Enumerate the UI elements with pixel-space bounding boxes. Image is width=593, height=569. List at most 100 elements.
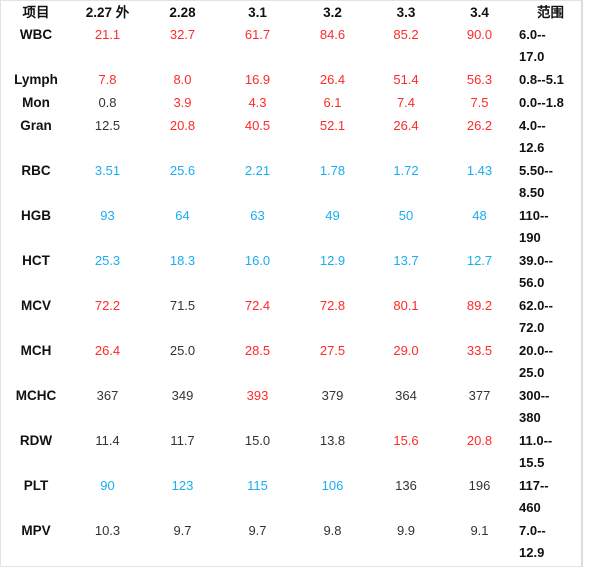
reference-range: 6.0-- 17.0 (517, 24, 584, 69)
reference-range: 0.8--5.1 (517, 69, 584, 92)
reference-range-line: 300-- (519, 388, 550, 403)
result-value: 18.3 (169, 253, 196, 268)
test-name: MCV (21, 298, 51, 313)
result-value: 80.1 (393, 298, 419, 313)
reference-range-line: 190 (519, 230, 541, 245)
result-value: 9.7 (173, 523, 192, 538)
test-name: MCH (20, 343, 52, 358)
result-value: 11.7 (170, 433, 195, 448)
reference-range-line: 17.0 (519, 49, 545, 64)
result-value: 8.0 (173, 72, 192, 87)
table-row: PLT 90 123 115 106 136 196 117-- 460 (2, 475, 584, 520)
reference-range-line: 6.0-- (519, 27, 546, 42)
result-value: 20.8 (466, 433, 493, 448)
result-value: 196 (468, 478, 491, 493)
reference-range-line: 12.9 (519, 545, 545, 560)
test-name: RDW (19, 433, 53, 448)
result-value: 29.0 (393, 343, 419, 358)
table-row: Lymph 7.8 8.0 16.9 26.4 51.4 56.3 0.8--5.1 (2, 69, 584, 92)
result-value: 50 (398, 208, 414, 223)
result-value: 25.3 (94, 253, 121, 268)
reference-range-line: 380 (519, 410, 541, 425)
result-value: 13.8 (319, 433, 346, 448)
result-value: 367 (96, 388, 119, 403)
result-value: 1.78 (319, 163, 346, 178)
table-row: Gran 12.5 20.8 40.5 52.1 26.4 26.2 4.0-- 12.6 (2, 115, 584, 160)
result-value: 10.3 (94, 523, 121, 538)
reference-range: 62.0-- 72.0 (517, 295, 584, 340)
reference-range: 20.0-- 25.0 (517, 340, 584, 385)
result-value: 72.8 (319, 298, 346, 313)
result-value: 2.21 (244, 163, 271, 178)
result-value: 26.4 (393, 118, 419, 133)
result-value: 40.5 (244, 118, 271, 133)
lab-results-table: 项目 2.27 外 2.28 3.1 3.2 3.3 3.4 范围 WBC 21.… (2, 2, 584, 565)
result-value: 25.0 (169, 343, 196, 358)
table-row: HCT 25.3 18.3 16.0 12.9 13.7 12.7 39.0-- 56.0 (2, 250, 584, 295)
reference-range-line: 15.5 (519, 455, 545, 470)
reference-range-line: 0.8--5.1 (519, 72, 564, 87)
result-value: 106 (321, 478, 344, 493)
result-value: 28.5 (244, 343, 271, 358)
result-value: 9.1 (470, 523, 489, 538)
test-name: HCT (22, 253, 50, 268)
test-name: Mon (22, 95, 50, 110)
reference-range-line: 4.0-- (519, 118, 546, 133)
reference-range-line: 72.0 (519, 320, 545, 335)
test-name: WBC (19, 27, 53, 42)
header-date: 2.27 外 (85, 5, 130, 20)
result-value: 48 (472, 208, 487, 223)
reference-range: 4.0-- 12.6 (517, 115, 584, 160)
header-item: 项目 (22, 5, 50, 20)
result-value: 377 (468, 388, 491, 403)
reference-range: 0.0--1.8 (517, 92, 584, 115)
result-value: 25.6 (169, 163, 196, 178)
reference-range-line: 0.0--1.8 (519, 95, 564, 110)
result-value: 4.3 (248, 95, 267, 110)
reference-range: 39.0-- 56.0 (517, 250, 584, 295)
result-value: 379 (321, 388, 344, 403)
result-value: 51.4 (393, 72, 419, 87)
reference-range-line: 20.0-- (519, 343, 553, 358)
header-date: 3.1 (248, 5, 267, 20)
reference-range-line: 11.0-- (519, 433, 553, 448)
reference-range-line: 7.0-- (519, 523, 546, 538)
test-name: HGB (21, 208, 51, 223)
result-value: 3.9 (173, 95, 192, 110)
table-row: Mon 0.8 3.9 4.3 6.1 7.4 7.5 0.0--1.8 (2, 92, 584, 115)
result-value: 52.1 (319, 118, 346, 133)
result-value: 56.3 (466, 72, 493, 87)
header-date: 2.28 (169, 5, 196, 20)
result-value: 9.9 (396, 523, 416, 538)
result-value: 136 (395, 478, 417, 493)
table-row: MPV 10.3 9.7 9.7 9.8 9.9 9.1 7.0-- 12.9 (2, 520, 584, 565)
header-date: 3.4 (470, 5, 489, 20)
result-value: 61.7 (244, 27, 271, 42)
result-value: 3.51 (94, 163, 121, 178)
result-value: 115 (247, 478, 268, 493)
result-value: 33.5 (466, 343, 493, 358)
result-value: 85.2 (393, 27, 419, 42)
result-value: 349 (171, 388, 194, 403)
reference-range-line: 117-- (519, 478, 549, 493)
result-value: 90.0 (466, 27, 493, 42)
table-row: HGB 93 64 63 49 50 48 110-- 190 (2, 205, 584, 250)
result-value: 1.43 (466, 163, 493, 178)
result-value: 123 (171, 478, 194, 493)
result-value: 20.8 (169, 118, 196, 133)
result-value: 9.8 (323, 523, 342, 538)
reference-range-line: 25.0 (519, 365, 545, 380)
reference-range: 110-- 190 (517, 205, 584, 250)
result-value: 12.7 (466, 253, 493, 268)
table-row: MCV 72.2 71.5 72.4 72.8 80.1 89.2 62.0-- 72.0 (2, 295, 584, 340)
header-date: 3.2 (323, 5, 342, 20)
table-row: RBC 3.51 25.6 2.21 1.78 1.72 1.43 5.50-- 8.50 (2, 160, 584, 205)
result-value: 16.0 (244, 253, 271, 268)
reference-range: 7.0-- 12.9 (517, 520, 584, 565)
result-value: 90 (100, 478, 115, 493)
table-row: MCHC 367 349 393 379 364 377 300-- 380 (2, 385, 584, 430)
result-value: 13.7 (393, 253, 419, 268)
table-row: RDW 11.4 11.7 15.0 13.8 15.6 20.8 11.0-- 15.5 (2, 430, 584, 475)
result-value: 7.5 (470, 95, 489, 110)
table-frame (0, 0, 583, 567)
